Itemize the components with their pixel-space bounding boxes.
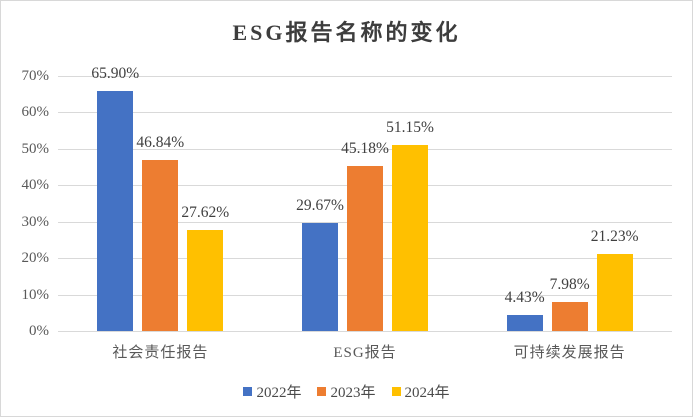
category-label: ESG报告: [333, 345, 397, 361]
data-label: 21.23%: [590, 227, 639, 245]
plot-area: 65.90% 46.84% 27.62% 29.67% 45.18% 51.15% 4.43…: [58, 65, 672, 332]
bar-2023年-ESG报告: [347, 166, 383, 331]
bar-2024年-社会责任报告: [187, 230, 224, 331]
chart-title: ESG报告名称的变化: [232, 20, 461, 45]
y-tick-label: 0%: [29, 323, 49, 339]
gridline: [58, 112, 672, 114]
gridline: [58, 76, 672, 77]
legend-label: 2023年: [330, 385, 376, 401]
data-label: 4.43%: [504, 288, 545, 306]
legend-item-2022年: 2022年: [243, 381, 301, 402]
category-label: 可持续发展报告: [513, 345, 626, 361]
legend: 2022年 2023年 2024年: [1, 381, 692, 402]
data-label: 51.15%: [386, 118, 434, 136]
bar-2023年-社会责任报告: [142, 160, 179, 331]
bar-2022年-ESG报告: [302, 222, 338, 331]
legend-swatch-icon: [243, 387, 253, 396]
category-label: 社会责任报告: [112, 345, 209, 361]
data-label: 27.62%: [181, 204, 230, 222]
data-label: 46.84%: [136, 134, 185, 152]
data-label: 45.18%: [341, 140, 389, 158]
bar-2022年-社会责任报告: [97, 90, 134, 331]
data-label: 29.67%: [296, 196, 344, 214]
y-tick-label: 70%: [21, 68, 50, 84]
gridline: [58, 148, 672, 150]
y-tick-label: 20%: [21, 250, 50, 267]
legend-swatch-icon: [391, 387, 401, 396]
bar-2024年-ESG报告: [392, 144, 428, 331]
bar-2023年-可持续发展报告: [551, 301, 588, 331]
y-tick-label: 10%: [21, 286, 50, 303]
legend-label: 2024年: [404, 385, 450, 401]
y-tick-label: 30%: [21, 213, 50, 230]
legend-item-2023年: 2023年: [317, 381, 376, 402]
legend-swatch-icon: [317, 387, 327, 396]
legend-label: 2022年: [256, 385, 302, 401]
y-tick-label: 50%: [21, 140, 50, 157]
bar-2022年-可持续发展报告: [506, 314, 543, 331]
data-label: 65.90%: [91, 64, 140, 82]
y-tick-label: 60%: [21, 104, 50, 121]
bar-2024年-可持续发展报告: [596, 253, 633, 331]
data-label: 7.98%: [549, 275, 590, 293]
y-tick-label: 40%: [21, 177, 50, 194]
gridline: [58, 331, 672, 332]
legend-item-2024年: 2024年: [391, 381, 450, 402]
